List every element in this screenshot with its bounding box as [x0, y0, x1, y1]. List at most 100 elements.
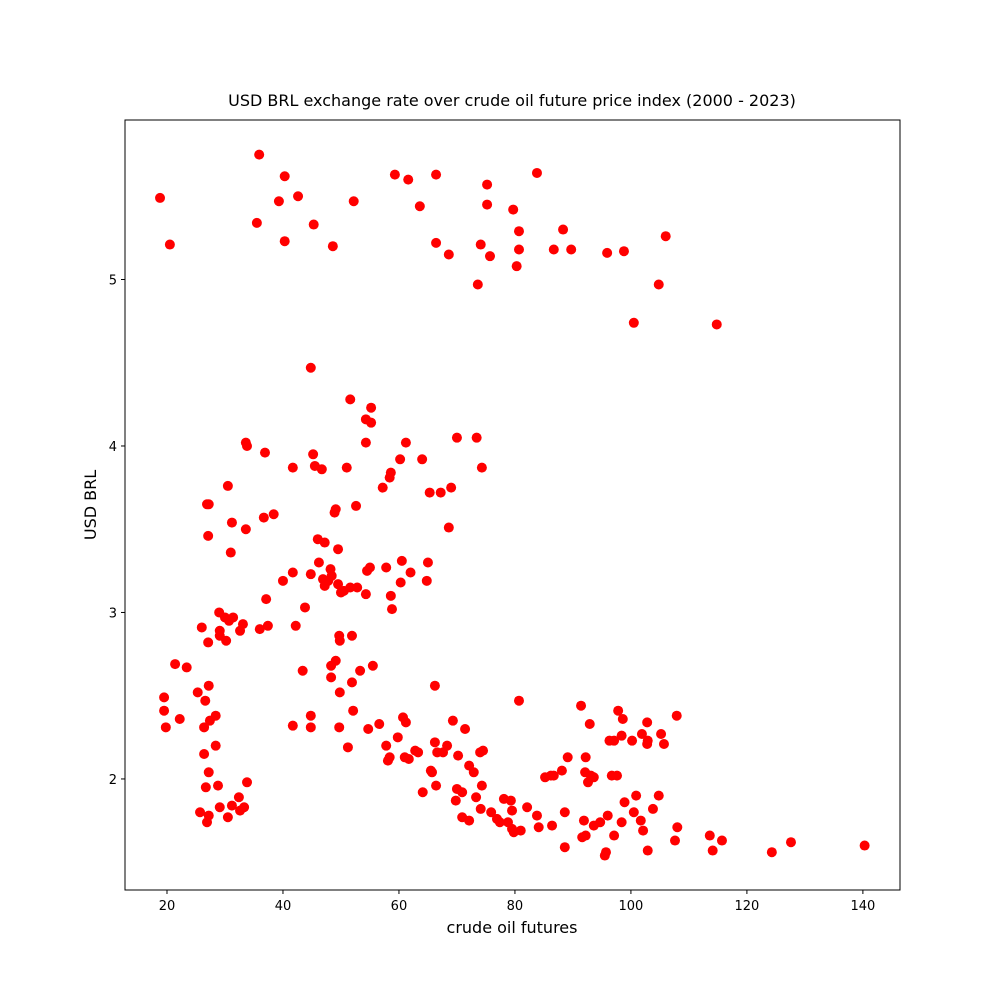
point [471, 432, 482, 443]
point [580, 752, 591, 763]
point [251, 217, 262, 228]
point [472, 279, 483, 290]
point [429, 737, 440, 748]
point [627, 735, 638, 746]
point [213, 780, 224, 791]
point [548, 770, 559, 781]
x-tick-label: 100 [619, 899, 644, 914]
x-tick-label: 80 [507, 899, 524, 914]
point [451, 432, 462, 443]
point [333, 579, 344, 590]
point [222, 812, 233, 823]
point [335, 587, 346, 598]
point [300, 602, 311, 613]
point [556, 765, 567, 776]
point [507, 805, 518, 816]
point [476, 462, 487, 473]
point [540, 772, 551, 783]
point [453, 750, 464, 761]
point [313, 557, 324, 568]
point [638, 825, 649, 836]
point [628, 317, 639, 328]
point [424, 487, 435, 498]
point [711, 319, 722, 330]
point [443, 522, 454, 533]
point [464, 815, 475, 826]
point [366, 402, 377, 413]
point [642, 717, 653, 728]
point [400, 437, 411, 448]
point [170, 659, 181, 670]
point [374, 719, 385, 730]
point [348, 705, 359, 716]
point [431, 780, 442, 791]
point [635, 815, 646, 826]
point [225, 547, 236, 558]
point [395, 454, 406, 465]
point [438, 747, 449, 758]
point [221, 635, 232, 646]
point [704, 830, 715, 841]
x-tick-label: 140 [850, 899, 875, 914]
point [341, 462, 352, 473]
x-tick-label: 40 [275, 899, 292, 914]
point [290, 620, 301, 631]
point [558, 224, 569, 235]
point [203, 767, 214, 778]
point [355, 665, 366, 676]
point [578, 815, 589, 826]
point [435, 487, 446, 498]
point [214, 802, 225, 813]
point [616, 730, 627, 741]
point [468, 767, 479, 778]
point [417, 454, 428, 465]
point [233, 792, 244, 803]
point [562, 752, 573, 763]
point [482, 199, 493, 210]
point [210, 740, 221, 751]
point [360, 589, 371, 600]
point [382, 755, 393, 766]
point [174, 714, 185, 725]
point [482, 179, 493, 190]
point [242, 777, 253, 788]
point [515, 825, 526, 836]
point [602, 810, 613, 821]
point [653, 279, 664, 290]
point [392, 732, 403, 743]
point [631, 790, 642, 801]
point [427, 767, 438, 778]
point [613, 705, 624, 716]
x-tick-label: 60 [391, 899, 408, 914]
point [268, 509, 279, 520]
point [297, 665, 308, 676]
y-axis-label: USD BRL [81, 470, 100, 540]
point [522, 802, 533, 813]
point [417, 787, 428, 798]
point [203, 680, 214, 691]
point [181, 662, 192, 673]
chart-title: USD BRL exchange rate over crude oil fut… [228, 91, 796, 110]
point [660, 231, 671, 242]
point [642, 738, 653, 749]
point [486, 807, 497, 818]
point [785, 837, 796, 848]
point [389, 169, 400, 180]
point [618, 246, 629, 257]
y-tick-label: 4 [109, 440, 117, 455]
point [656, 729, 667, 740]
point [319, 537, 330, 548]
point [559, 807, 570, 818]
point [548, 244, 559, 255]
point [287, 567, 298, 578]
point [224, 615, 235, 626]
point [395, 577, 406, 588]
point [484, 251, 495, 262]
point [346, 630, 357, 641]
point [199, 722, 210, 733]
point [200, 782, 211, 793]
point [222, 480, 233, 491]
point [405, 567, 416, 578]
point [511, 261, 522, 272]
point [155, 192, 166, 203]
